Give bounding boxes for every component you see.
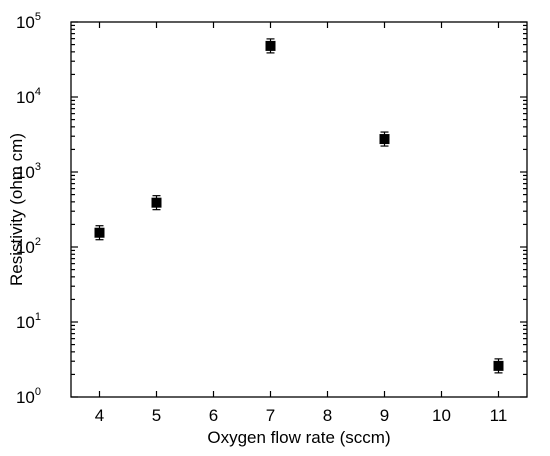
y-tick-label-exponent: 2: [35, 236, 41, 248]
y-tick-label: 104: [16, 86, 41, 107]
y-tick-label-exponent: 3: [35, 161, 41, 173]
y-tick-label: 101: [16, 311, 41, 332]
x-tick-label: 5: [152, 406, 161, 425]
x-tick-label: 11: [490, 406, 508, 425]
y-tick-label: 100: [16, 386, 41, 407]
y-tick-label-base: 10: [16, 163, 35, 182]
y-tick-label-base: 10: [16, 388, 35, 407]
y-tick-label: 102: [16, 236, 41, 257]
x-tick-label: 8: [323, 406, 332, 425]
square-marker: [493, 360, 504, 371]
y-tick-label-base: 10: [16, 238, 35, 257]
y-tick-label-exponent: 0: [35, 386, 41, 398]
data-point: [265, 38, 276, 54]
y-tick-label-base: 10: [16, 13, 35, 32]
y-tick-label: 105: [16, 11, 41, 32]
square-marker: [151, 197, 162, 208]
x-tick-label: 10: [432, 406, 451, 425]
x-axis-label: Oxygen flow rate (sccm): [207, 428, 390, 447]
data-point: [151, 195, 162, 211]
x-tick-label: 9: [380, 406, 389, 425]
data-point: [379, 131, 390, 147]
x-tick-label: 6: [209, 406, 218, 425]
data-point: [493, 358, 504, 374]
y-tick-label-base: 10: [16, 88, 35, 107]
y-tick-label: 103: [16, 161, 41, 182]
axes: [70, 21, 528, 398]
square-marker: [94, 227, 105, 238]
y-tick-label-exponent: 4: [35, 86, 41, 98]
square-marker: [379, 134, 390, 145]
x-tick-label: 7: [266, 406, 275, 425]
x-axis-ticks: 4 5 6 7 8 9 10 11: [95, 22, 508, 425]
plot-frame: [70, 21, 528, 398]
y-tick-label-exponent: 5: [35, 11, 41, 23]
data-points: [94, 38, 504, 374]
y-tick-label-base: 10: [16, 313, 35, 332]
y-tick-label-exponent: 1: [35, 311, 41, 323]
data-point: [94, 225, 105, 241]
x-tick-label: 4: [95, 406, 104, 425]
y-axis-label: Resistivity (ohm cm): [7, 133, 26, 286]
square-marker: [265, 40, 276, 51]
